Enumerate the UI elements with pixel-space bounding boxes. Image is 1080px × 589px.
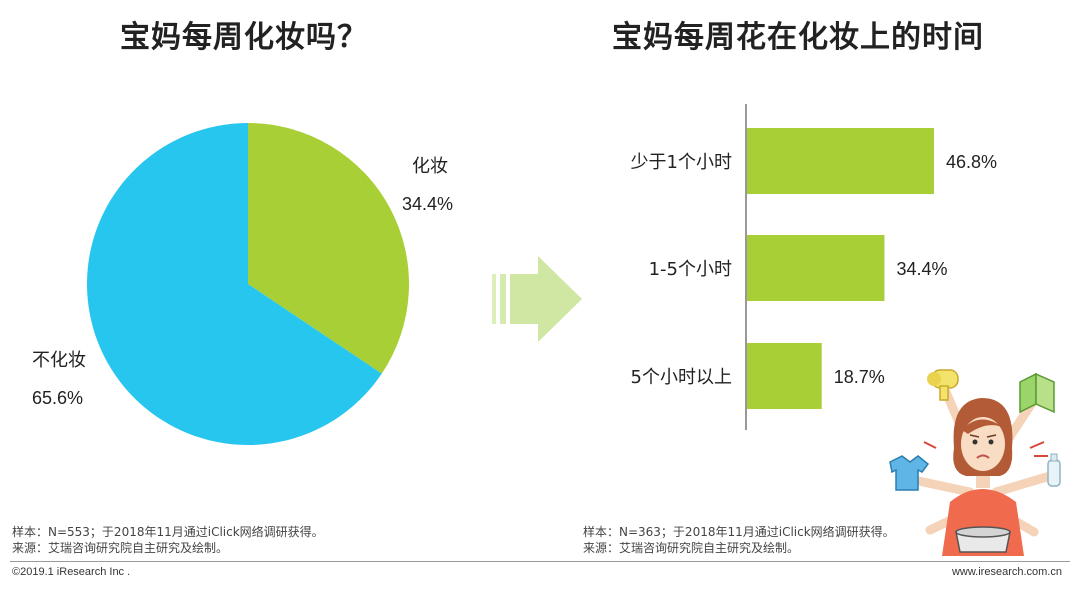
left-sample-note: 样本：N=553；于2018年11月通过iClick网络调研获得。 (12, 525, 324, 539)
bar-chart-title: 宝妈每周花在化妆上的时间 (612, 20, 984, 55)
footer-website: www.iresearch.com.cn (951, 566, 1062, 578)
bar-value-label-1: 34.4% (896, 259, 947, 279)
arrow-right-icon (492, 256, 582, 342)
footer-copyright: ©2019.1 iResearch Inc . (12, 566, 131, 578)
right-sample-note: 样本：N=363；于2018年11月通过iClick网络调研获得。 (583, 525, 895, 539)
bar-category-label-1: 1-5个小时 (649, 259, 732, 280)
pie-label-0: 化妆 (412, 156, 448, 177)
bar-2 (747, 343, 822, 409)
busy-mom-illustration (889, 369, 1061, 556)
footer-divider (10, 561, 1070, 562)
bar-value-label-2: 18.7% (834, 367, 885, 387)
bar-chart: 少于1个小时 46.8% 1-5个小时 34.4% 5个小时以上 18.7% (631, 104, 997, 430)
bar-value-label-0: 46.8% (946, 152, 997, 172)
bar-category-label-0: 少于1个小时 (631, 152, 732, 173)
pie-value-label-0: 34.4% (402, 194, 453, 214)
pie-chart: 化妆 34.4% 不化妆 65.6% (32, 123, 453, 445)
pie-value-label-1: 65.6% (32, 388, 83, 408)
pie-label-1: 不化妆 (32, 350, 86, 371)
pie-slice-1 (86, 123, 382, 445)
pie-slice-0 (248, 123, 409, 374)
bar-0 (747, 128, 934, 194)
pie-chart-title: 宝妈每周化妆吗？ (120, 20, 368, 55)
bar-category-label-2: 5个小时以上 (631, 367, 732, 388)
right-source-note: 来源：艾瑞咨询研究院自主研究及绘制。 (583, 541, 800, 555)
bar-1 (747, 235, 885, 301)
left-source-note: 来源：艾瑞咨询研究院自主研究及绘制。 (12, 541, 229, 555)
